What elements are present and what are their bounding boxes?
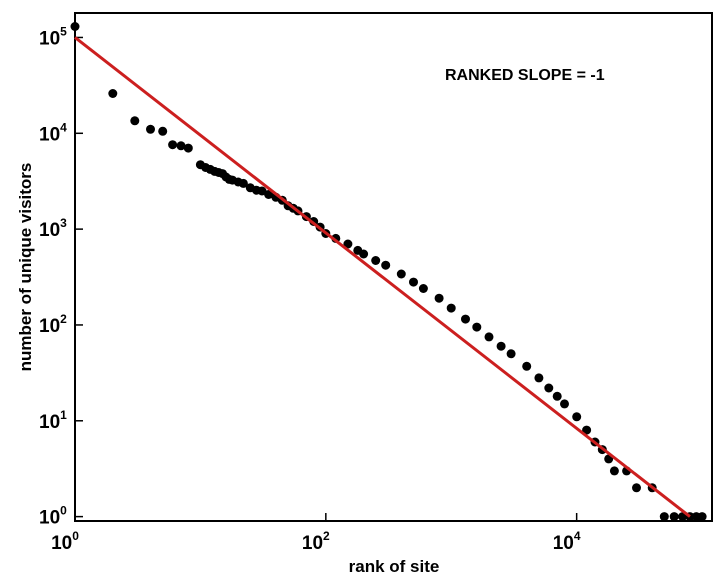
y-tick-label: 101 [39, 408, 67, 433]
x-tick-label: 100 [51, 529, 79, 554]
data-point [506, 349, 516, 359]
data-point [257, 186, 267, 196]
data-point [697, 512, 707, 522]
data-point [496, 341, 506, 351]
y-tick-label: 102 [39, 312, 67, 337]
plot-frame [74, 12, 713, 522]
data-point [238, 178, 248, 188]
data-point [434, 293, 444, 303]
data-point [418, 284, 428, 293]
data-point [183, 143, 193, 153]
y-tick-label: 105 [39, 24, 67, 49]
data-point [560, 399, 569, 409]
y-axis-title: number of unique visitors [16, 163, 35, 372]
data-point [522, 361, 532, 371]
data-point [108, 89, 118, 98]
data-point [609, 466, 619, 476]
plot-area: 100 102 104 100 101 102 103 104 105 [39, 12, 713, 554]
data-point [359, 249, 369, 259]
data-point [552, 391, 562, 401]
data-point [409, 277, 418, 287]
data-point [572, 412, 582, 422]
x-axis-title: rank of site [349, 557, 440, 576]
data-point [472, 322, 482, 332]
y-tick-label: 103 [39, 216, 67, 241]
data-point [659, 512, 669, 522]
data-point [632, 483, 641, 493]
data-point [176, 141, 186, 151]
slope-annotation: RANKED SLOPE = -1 [445, 67, 605, 84]
data-point [544, 383, 554, 393]
data-point [534, 373, 544, 383]
data-point [264, 190, 274, 199]
x-axis-ticks: 100 102 104 [51, 513, 581, 554]
fit-line-layer [74, 36, 691, 518]
x-tick-label: 102 [302, 529, 330, 554]
data-point [396, 269, 406, 279]
y-tick-label: 100 [39, 504, 67, 529]
data-point [484, 332, 494, 342]
data-point [371, 256, 381, 265]
data-point [130, 116, 140, 126]
fit-line [74, 36, 691, 518]
y-tick-label: 104 [39, 120, 67, 145]
y-axis-ticks: 100 101 102 103 104 105 [39, 24, 83, 529]
data-point [582, 425, 592, 435]
data-point [461, 314, 470, 324]
data-point [168, 140, 178, 150]
data-point [146, 124, 155, 134]
data-point [446, 303, 456, 313]
data-point [70, 22, 80, 31]
data-point [158, 126, 168, 136]
data-point [381, 260, 391, 270]
data-point [343, 239, 353, 249]
data-point [669, 512, 679, 522]
x-tick-label: 104 [553, 529, 581, 554]
